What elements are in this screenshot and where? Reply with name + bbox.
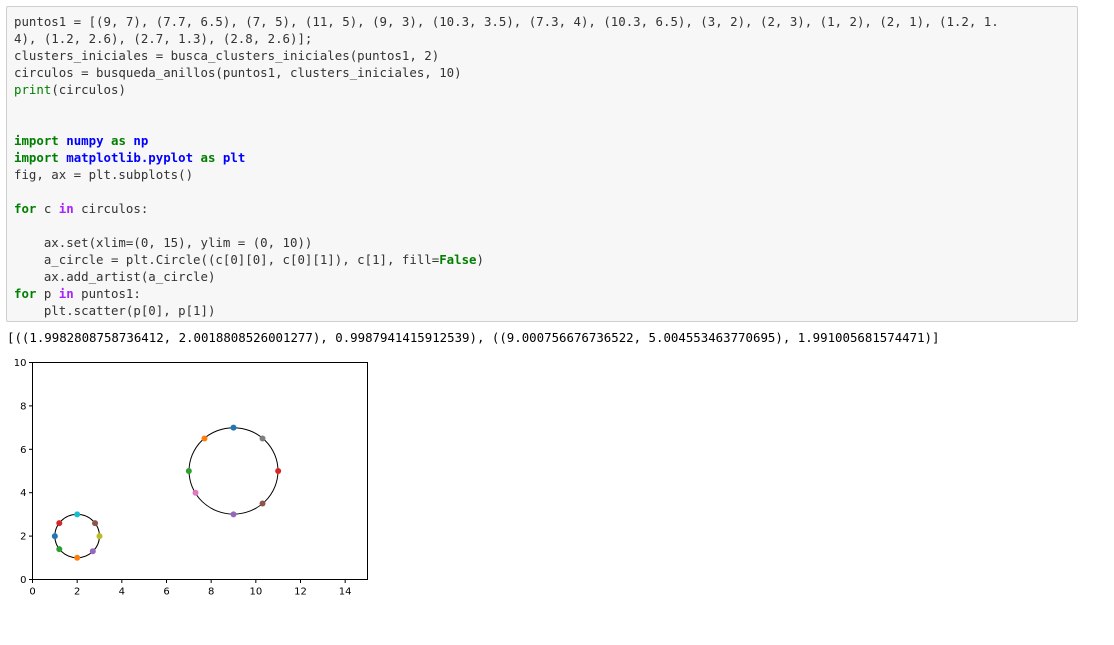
code-token: a_circle = plt.Circle((c[0][0], c[0][1])… bbox=[14, 252, 440, 267]
x-tick-label: 6 bbox=[163, 587, 169, 598]
code-token: matplotlib.pyplot bbox=[66, 150, 194, 165]
code-token: ax.set(xlim=(0, 15), ylim = (0, 10)) bbox=[14, 235, 313, 250]
y-tick-label: 6 bbox=[20, 445, 26, 456]
y-tick-label: 0 bbox=[20, 575, 26, 586]
scatter-point bbox=[92, 520, 99, 527]
scatter-point bbox=[259, 435, 266, 442]
code-token: plt bbox=[222, 150, 246, 165]
scatter-point bbox=[56, 546, 63, 553]
code-token: for bbox=[14, 286, 37, 301]
code-token: False bbox=[439, 252, 477, 267]
scatter-point bbox=[201, 435, 208, 442]
x-tick-label: 12 bbox=[294, 587, 307, 598]
scatter-point bbox=[74, 511, 81, 518]
code-line: import matplotlib.pyplot as plt bbox=[14, 149, 999, 166]
code-token: circulos = busqueda_anillos(puntos1, clu… bbox=[14, 65, 462, 80]
code-line: clusters_iniciales = busca_clusters_inic… bbox=[14, 47, 999, 64]
y-tick-label: 8 bbox=[20, 401, 26, 412]
x-tick-label: 14 bbox=[339, 587, 352, 598]
scatter-point bbox=[185, 468, 192, 474]
cell-output-text: [((1.9982808758736412, 2.001880852600127… bbox=[7, 330, 940, 345]
scatter-point bbox=[89, 548, 96, 555]
code-token: in bbox=[58, 286, 74, 301]
scatter-point bbox=[230, 424, 237, 431]
code-line bbox=[14, 217, 999, 234]
x-tick-label: 8 bbox=[208, 587, 214, 598]
code-line: plt.scatter(p[0], p[1]) bbox=[14, 302, 999, 319]
plot-area bbox=[32, 362, 368, 580]
code-line: puntos1 = [(9, 7), (7.7, 6.5), (7, 5), (… bbox=[14, 13, 999, 30]
scatter-point bbox=[275, 468, 282, 474]
scatter-point bbox=[96, 533, 103, 540]
scatter-point bbox=[74, 554, 81, 561]
code-token: circulos: bbox=[73, 201, 149, 216]
code-line: 4), (1.2, 2.6), (2.7, 1.3), (2.8, 2.6)]; bbox=[14, 30, 999, 47]
code-line: import numpy as np bbox=[14, 132, 999, 149]
code-line: print(circulos) bbox=[14, 81, 999, 98]
code-line: circulos = busqueda_anillos(puntos1, clu… bbox=[14, 64, 999, 81]
scatter-point bbox=[259, 500, 266, 507]
code-line: a_circle = plt.Circle((c[0][0], c[0][1])… bbox=[14, 251, 999, 268]
code-token: p bbox=[36, 286, 59, 301]
scatter-point bbox=[51, 533, 58, 540]
code-line: ax.set(xlim=(0, 15), ylim = (0, 10)) bbox=[14, 234, 999, 251]
code-token: ax.add_artist(a_circle) bbox=[14, 269, 216, 284]
code-token: in bbox=[58, 201, 74, 216]
scatter-point bbox=[192, 489, 199, 496]
scatter-point bbox=[230, 511, 237, 518]
code-token: 4), (1.2, 2.6), (2.7, 1.3), (2.8, 2.6)]; bbox=[14, 31, 313, 46]
y-tick-label: 4 bbox=[20, 488, 26, 499]
code-token bbox=[193, 150, 200, 165]
code-token: fig, ax = plt.subplots() bbox=[14, 167, 194, 182]
code-token: puntos1 = [(9, 7), (7.7, 6.5), (7, 5), (… bbox=[14, 14, 999, 29]
code-token: np bbox=[133, 133, 149, 148]
code-line: fig, ax = plt.subplots() bbox=[14, 166, 999, 183]
code-editor[interactable]: puntos1 = [(9, 7), (7.7, 6.5), (7, 5), (… bbox=[14, 13, 999, 319]
code-token: (circulos) bbox=[51, 82, 126, 97]
code-line bbox=[14, 183, 999, 200]
code-token: for bbox=[14, 201, 37, 216]
code-token: import bbox=[14, 133, 59, 148]
x-tick-label: 4 bbox=[119, 587, 125, 598]
y-tick-label: 2 bbox=[20, 532, 26, 543]
code-line: ax.add_artist(a_circle) bbox=[14, 268, 999, 285]
code-token bbox=[215, 150, 222, 165]
code-token: as bbox=[200, 150, 216, 165]
code-token: import bbox=[14, 150, 59, 165]
code-token: print bbox=[14, 82, 52, 97]
code-line: for p in puntos1: bbox=[14, 285, 999, 302]
y-tick-label: 10 bbox=[14, 358, 27, 369]
code-token: numpy bbox=[66, 133, 104, 148]
x-tick-label: 2 bbox=[74, 587, 80, 598]
code-token: c bbox=[36, 201, 59, 216]
x-tick-label: 10 bbox=[249, 587, 262, 598]
code-cell[interactable]: puntos1 = [(9, 7), (7.7, 6.5), (7, 5), (… bbox=[6, 6, 1078, 322]
code-token: plt.scatter(p[0], p[1]) bbox=[14, 303, 216, 318]
code-token: as bbox=[111, 133, 126, 148]
code-token: ) bbox=[476, 252, 484, 267]
scatter-plot: 0 2 4 6 8 10 12 14 0 2 4 6 8 10 bbox=[14, 358, 368, 598]
code-line: for c in circulos: bbox=[14, 200, 999, 217]
code-token: puntos1: bbox=[73, 286, 141, 301]
x-tick-label: 0 bbox=[29, 587, 35, 598]
scatter-point bbox=[56, 520, 63, 527]
code-line bbox=[14, 98, 999, 115]
code-token bbox=[104, 133, 111, 148]
code-line bbox=[14, 115, 999, 132]
code-token: clusters_iniciales = busca_clusters_inic… bbox=[14, 48, 440, 63]
